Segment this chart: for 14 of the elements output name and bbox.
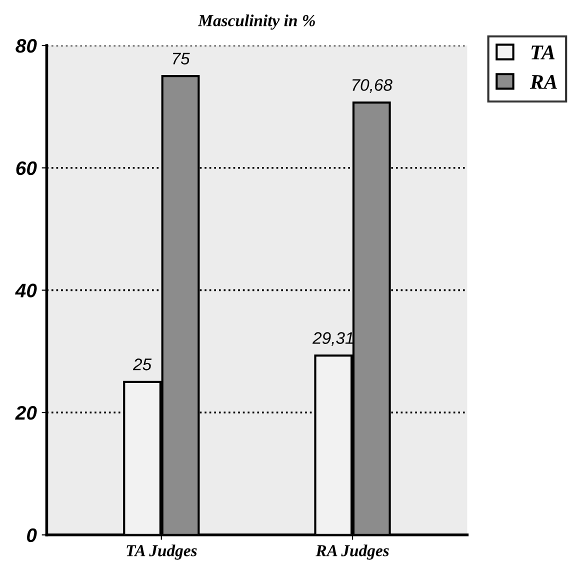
data-label: 70,68	[352, 79, 392, 93]
y-tick-label: 40	[15, 284, 37, 298]
x-tick-label: RA Judges	[316, 544, 389, 560]
y-tick-label: 60	[16, 161, 37, 176]
legend-label: RA	[530, 74, 557, 89]
chart-title: Masculinity in %	[198, 14, 315, 30]
y-tick-label: 80	[16, 38, 37, 53]
y-tick-label: 0	[26, 528, 37, 542]
legend-label: TA	[532, 46, 555, 60]
data-label: 29,31	[312, 332, 353, 346]
data-label: 25	[132, 358, 152, 370]
x-tick-label: TA Judges	[126, 544, 197, 560]
y-tick-label: 20	[15, 406, 37, 420]
data-label: 75	[172, 52, 190, 64]
